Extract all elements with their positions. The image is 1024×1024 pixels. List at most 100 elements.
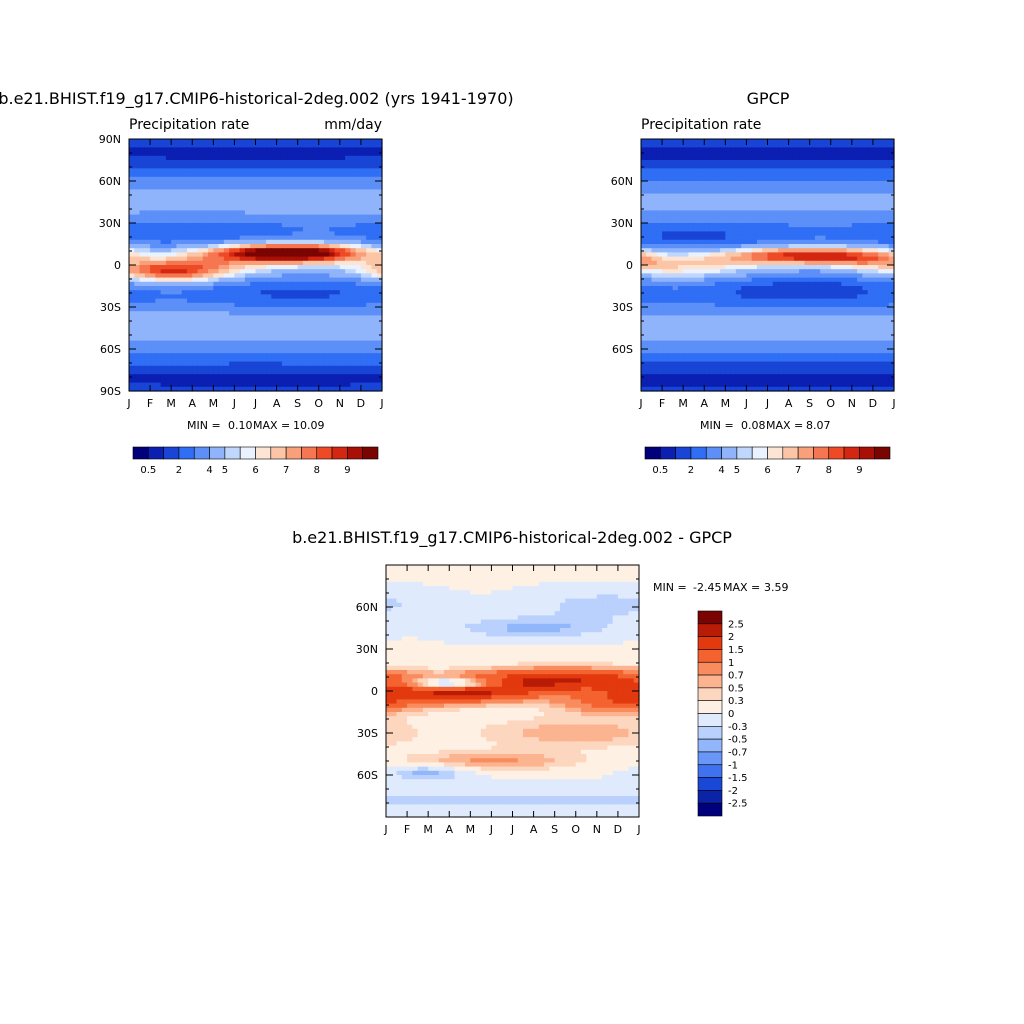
heatmap-cell	[883, 193, 890, 199]
heatmap-cell	[820, 244, 827, 249]
heatmap-cell	[150, 286, 156, 291]
heatmap-cell	[266, 239, 272, 245]
heatmap-cell	[250, 181, 257, 186]
heatmap-cell	[688, 281, 695, 287]
heatmap-cell	[735, 248, 742, 253]
heatmap-cell	[350, 143, 357, 148]
heatmap-cell	[641, 273, 647, 279]
heatmap-cell	[287, 340, 293, 346]
heatmap-cell	[313, 181, 320, 186]
heatmap-cell	[646, 202, 653, 207]
heatmap-cell	[250, 202, 257, 207]
heatmap-cell	[234, 235, 241, 241]
heatmap-cell	[139, 302, 146, 308]
heatmap-cell	[244, 269, 251, 274]
heatmap-cell	[735, 277, 742, 283]
heatmap-cell	[139, 290, 146, 295]
heatmap-cell	[213, 244, 220, 249]
heatmap-cell	[318, 323, 325, 329]
heatmap-cell	[751, 298, 758, 304]
heatmap-cell	[355, 172, 362, 178]
heatmap-cell	[202, 307, 209, 312]
heatmap-cell	[271, 164, 278, 169]
heatmap-cell	[186, 235, 193, 241]
heatmap-cell	[355, 382, 362, 388]
heatmap-cell	[329, 344, 336, 350]
heatmap-cell	[799, 235, 805, 241]
heatmap-cell	[139, 273, 146, 279]
heatmap-cell	[181, 374, 188, 379]
heatmap-cell	[846, 172, 853, 178]
heatmap-cell	[878, 155, 885, 161]
heatmap-cell	[250, 248, 257, 253]
heatmap-cell	[746, 164, 753, 169]
heatmap-cell	[836, 227, 842, 232]
heatmap-cell	[208, 294, 214, 300]
heatmap-cell	[651, 151, 658, 157]
heatmap-cell	[208, 340, 214, 346]
heatmap-cell	[186, 378, 193, 384]
heatmap-cell	[888, 172, 895, 178]
heatmap-cell	[741, 252, 748, 258]
heatmap-cell	[762, 231, 769, 237]
heatmap-cell	[271, 151, 278, 157]
heatmap-cell	[814, 231, 821, 237]
heatmap-cell	[714, 193, 721, 199]
heatmap-cell	[767, 248, 774, 253]
heatmap-cell	[830, 189, 837, 195]
heatmap-cell	[271, 223, 278, 228]
heatmap-cell	[297, 244, 304, 249]
heatmap-cell	[329, 256, 336, 262]
heatmap-cell	[208, 176, 214, 182]
heatmap-cell	[804, 168, 811, 174]
heatmap-cell	[176, 265, 183, 270]
heatmap-cell	[772, 248, 779, 253]
heatmap-cell	[857, 227, 863, 232]
heatmap-cell	[339, 265, 346, 270]
heatmap-cell	[878, 160, 885, 165]
heatmap-cell	[688, 155, 695, 161]
heatmap-cell	[778, 168, 784, 174]
heatmap-cell	[329, 214, 336, 220]
heatmap-cell	[809, 277, 816, 283]
heatmap-cell	[202, 386, 209, 392]
heatmap-cell	[350, 210, 357, 216]
heatmap-cell	[366, 281, 373, 287]
heatmap-cell	[366, 176, 373, 182]
heatmap-cell	[192, 286, 199, 291]
heatmap-cell	[656, 218, 663, 224]
heatmap-cell	[218, 265, 225, 270]
heatmap-cell	[730, 248, 737, 253]
heatmap-cell	[171, 239, 178, 245]
heatmap-cell	[751, 273, 758, 279]
heatmap-cell	[851, 176, 858, 182]
heatmap-cell	[371, 256, 378, 262]
heatmap-cell	[160, 139, 167, 144]
heatmap-cell	[751, 214, 758, 220]
heatmap-cell	[371, 155, 378, 161]
heatmap-cell	[751, 193, 758, 199]
heatmap-cell	[134, 302, 141, 308]
heatmap-cell	[825, 273, 832, 279]
heatmap-cell	[255, 361, 262, 367]
heatmap-cell	[213, 260, 220, 266]
heatmap-cell	[223, 265, 230, 270]
heatmap-cell	[197, 193, 204, 199]
heatmap-cell	[208, 323, 214, 329]
heatmap-cell	[693, 252, 700, 258]
heatmap-cell	[297, 252, 304, 258]
heatmap-cell	[181, 361, 188, 367]
heatmap-cell	[862, 218, 869, 224]
heatmap-cell	[329, 227, 336, 232]
heatmap-cell	[171, 349, 178, 354]
heatmap-cell	[334, 349, 341, 354]
heatmap-cell	[276, 223, 283, 228]
heatmap-cell	[176, 223, 183, 228]
heatmap-cell	[350, 269, 357, 274]
heatmap-cell	[202, 353, 209, 358]
heatmap-cell	[857, 139, 863, 144]
heatmap-cell	[176, 382, 183, 388]
heatmap-cell	[709, 298, 716, 304]
heatmap-cell	[735, 197, 742, 203]
heatmap-cell	[197, 378, 204, 384]
